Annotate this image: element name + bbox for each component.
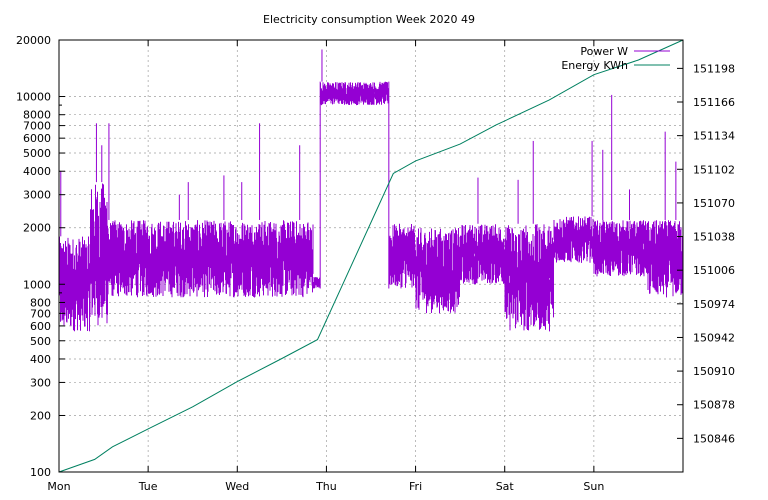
- right-tick-label: 151070: [693, 197, 735, 210]
- energy-series: [58, 39, 684, 473]
- right-tick-label: 150910: [693, 365, 735, 378]
- right-tick-label: 150974: [693, 298, 735, 311]
- legend-label-energy: Energy KWh: [561, 59, 628, 72]
- energy-line: [58, 39, 684, 473]
- right-tick-label: 151102: [693, 163, 735, 176]
- x-tick-label: Wed: [225, 480, 249, 493]
- left-tick-label: 5000: [23, 147, 51, 160]
- x-tick-label: Thu: [315, 480, 337, 493]
- left-tick-label: 20000: [16, 34, 51, 47]
- left-tick-label: 4000: [23, 165, 51, 178]
- x-tick-label: Tue: [138, 480, 158, 493]
- power-series: [58, 49, 684, 332]
- left-tick-label: 800: [30, 296, 51, 309]
- chart-title: Electricity consumption Week 2020 49: [263, 13, 475, 26]
- left-tick-label: 100: [30, 466, 51, 479]
- x-tick-label: Mon: [47, 480, 70, 493]
- right-tick-label: 151134: [693, 130, 735, 143]
- right-tick-label: 151198: [693, 62, 735, 75]
- left-tick-label: 7000: [23, 120, 51, 133]
- left-tick-label: 8000: [23, 109, 51, 122]
- left-tick-label: 600: [30, 320, 51, 333]
- x-tick-label: Sat: [496, 480, 515, 493]
- power-band: [58, 81, 684, 332]
- right-axis: 150846 150878 150910 150942 150974 151006 1510…: [677, 62, 735, 445]
- left-tick-label: 2000: [23, 222, 51, 235]
- left-tick-label: 400: [30, 353, 51, 366]
- right-tick-label: 151038: [693, 231, 735, 244]
- x-axis: Mon Tue Wed Thu Fri Sat Sun: [47, 40, 604, 493]
- right-tick-label: 151166: [693, 96, 735, 109]
- x-tick-label: Fri: [409, 480, 422, 493]
- left-tick-label: 1000: [23, 278, 51, 291]
- x-tick-label: Sun: [583, 480, 604, 493]
- left-tick-label: 300: [30, 376, 51, 389]
- right-tick-label: 150942: [693, 331, 735, 344]
- left-tick-label: 500: [30, 335, 51, 348]
- legend-label-power: Power W: [580, 45, 628, 58]
- left-tick-label: 3000: [23, 189, 51, 202]
- left-tick-label: 200: [30, 409, 51, 422]
- left-tick-label: 10000: [16, 91, 51, 104]
- legend: Power W Energy KWh: [561, 45, 670, 72]
- plot-frame: [58, 39, 684, 473]
- left-tick-label: 700: [30, 307, 51, 320]
- left-tick-label: 6000: [23, 132, 51, 145]
- right-tick-label: 150878: [693, 399, 735, 412]
- right-tick-label: 151006: [693, 264, 735, 277]
- right-tick-label: 150846: [693, 432, 735, 445]
